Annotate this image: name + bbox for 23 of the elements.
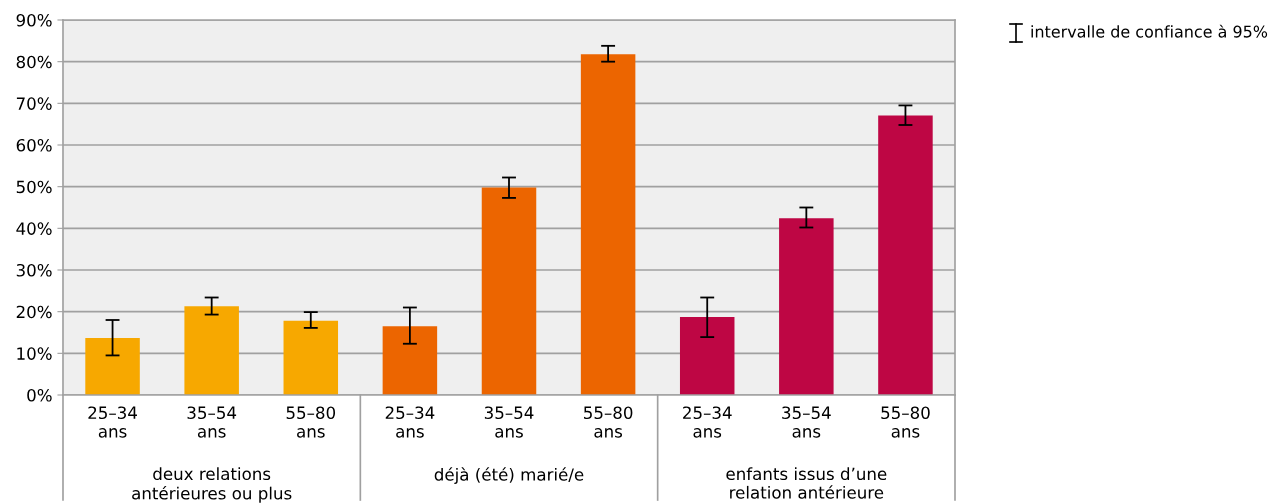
text: déjà (été) marié/e [434, 467, 584, 485]
x-tick-label: 35–54 ans [484, 406, 534, 438]
x-tick-label: 55–80 ans [286, 406, 336, 438]
y-tick-label: 40% [16, 222, 52, 235]
x-tick-label: 25–34 ans [385, 406, 435, 438]
y-tick-label: 0% [27, 388, 52, 402]
text: enfants issus d’une relation antérieure [726, 467, 887, 499]
y-tick-label: 80% [16, 55, 52, 69]
x-tick-label: 55–80 ans [881, 406, 930, 438]
text: intervalle de confiance à 95% [1031, 24, 1268, 38]
y-tick-label: 70% [16, 97, 52, 110]
y-tick-label: 50% [16, 180, 52, 194]
y-tick-label: 60% [16, 138, 52, 152]
x-tick-label: 35–54 ans [187, 406, 237, 438]
text: deux relations antérieures ou plus [132, 467, 292, 503]
y-tick-label: 30% [16, 263, 52, 277]
x-tick-label: 25–34 ans [88, 406, 137, 438]
y-tick-label: 20% [16, 305, 52, 319]
x-tick-label: 55–80 ans [584, 406, 633, 438]
x-tick-label: 35–54 ans [782, 406, 831, 438]
x-tick-label: 25–34 ans [683, 406, 732, 438]
y-tick-label: 10% [17, 347, 52, 360]
y-tick-label: 90% [16, 13, 52, 27]
